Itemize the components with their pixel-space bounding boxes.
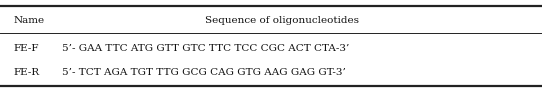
Text: 5’- GAA TTC ATG GTT GTC TTC TCC CGC ACT CTA-3’: 5’- GAA TTC ATG GTT GTC TTC TCC CGC ACT … bbox=[62, 44, 350, 53]
Text: FE-F: FE-F bbox=[14, 44, 39, 53]
Text: Sequence of oligonucleotides: Sequence of oligonucleotides bbox=[205, 16, 359, 25]
Text: FE-R: FE-R bbox=[14, 68, 40, 77]
Text: Name: Name bbox=[14, 16, 44, 25]
Text: 5’- TCT AGA TGT TTG GCG CAG GTG AAG GAG GT-3’: 5’- TCT AGA TGT TTG GCG CAG GTG AAG GAG … bbox=[62, 68, 346, 77]
